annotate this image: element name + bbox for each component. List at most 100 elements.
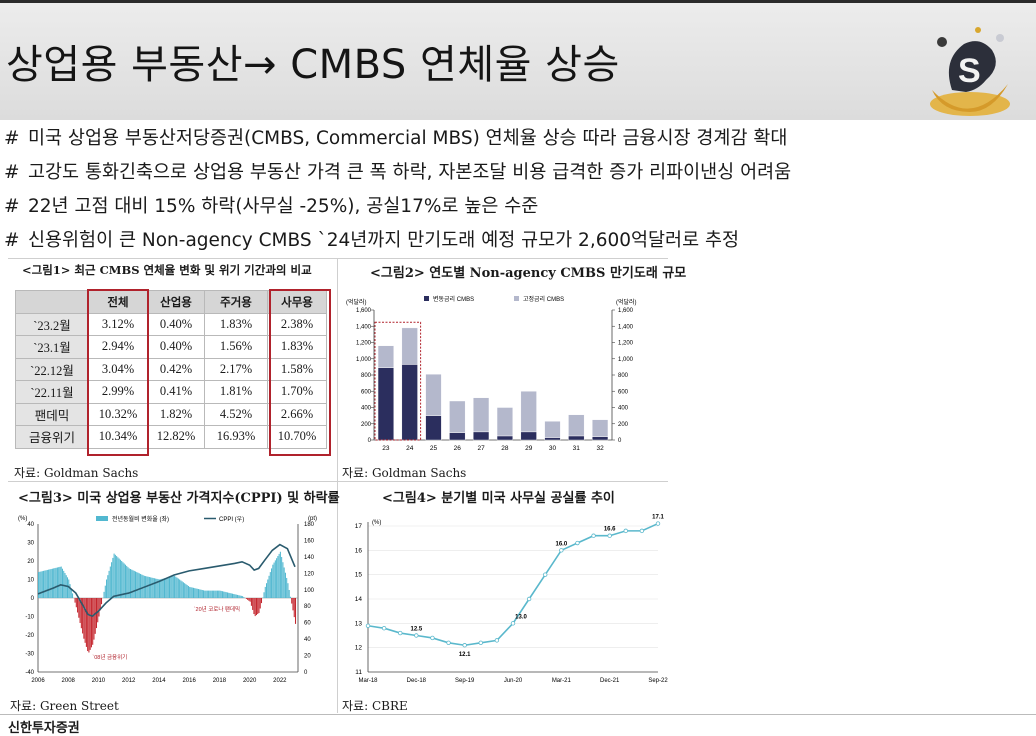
data-label: 16.6	[604, 527, 616, 533]
panel-divider	[337, 258, 338, 713]
x-tick-label: Dec-21	[600, 678, 620, 684]
y-tick-label: 14	[355, 596, 363, 603]
legend-swatch	[514, 296, 519, 301]
data-point	[415, 634, 419, 638]
yoy-bar	[189, 587, 190, 598]
yoy-bar	[149, 577, 150, 598]
x-tick-label: 2018	[213, 678, 227, 684]
x-tick-label: 2014	[152, 678, 166, 684]
yoy-bar	[88, 598, 89, 652]
bar-segment	[568, 415, 584, 436]
yoy-bar	[91, 598, 92, 647]
y-tick-label: 140	[304, 555, 315, 561]
y-tick-label: 16	[355, 547, 363, 554]
data-point	[382, 626, 386, 630]
x-tick-label: 2006	[31, 678, 45, 684]
data-point	[560, 549, 564, 553]
data-label: 12.5	[410, 627, 422, 633]
yoy-bar	[120, 560, 121, 598]
yoy-bar	[161, 579, 162, 598]
y-tick-label: 600	[618, 389, 629, 395]
yoy-bar	[247, 598, 248, 600]
table-cell: 16.93%	[205, 426, 268, 449]
yoy-bar	[87, 598, 88, 651]
yoy-bar	[258, 598, 259, 613]
y-tick-label: 1,200	[356, 341, 372, 347]
yoy-bar	[183, 582, 184, 598]
footer-bar	[0, 714, 1036, 732]
data-point	[431, 636, 435, 640]
yoy-bar	[216, 591, 217, 598]
yoy-bar	[153, 578, 154, 598]
yoy-bar	[150, 577, 151, 598]
fig2-source: 자료: Goldman Sachs	[342, 464, 466, 481]
yoy-bar	[130, 569, 131, 598]
svg-text:S: S	[958, 52, 981, 90]
yoy-bar	[279, 554, 280, 598]
yoy-bar	[281, 557, 282, 598]
yoy-bar	[134, 571, 135, 598]
bullet-text: 미국 상업용 부동산저당증권(CMBS, Commercial MBS) 연체율…	[28, 128, 787, 149]
yoy-bar	[93, 598, 94, 640]
yoy-bar	[98, 598, 99, 617]
x-tick-label: Sep-19	[455, 678, 475, 684]
yoy-bar	[59, 567, 60, 598]
yoy-bar	[110, 567, 111, 598]
data-point	[511, 622, 515, 626]
yoy-bar	[248, 598, 249, 601]
yoy-bar	[53, 568, 54, 598]
y-tick-label: 600	[361, 389, 372, 395]
yoy-bar	[92, 598, 93, 645]
row-label: `22.12월	[16, 358, 89, 381]
y-tick-label: 80	[304, 604, 311, 610]
bar-segment	[473, 432, 489, 440]
y-tick-label: 800	[618, 373, 629, 379]
table-cell: 0.40%	[148, 336, 205, 359]
y-tick-label: 30	[27, 541, 34, 547]
bullet-marker: #	[4, 158, 28, 188]
yoy-bar	[182, 581, 183, 598]
yoy-bar	[101, 598, 102, 604]
bar-segment	[402, 364, 418, 440]
yoy-bar	[188, 586, 189, 598]
data-point	[527, 597, 531, 601]
bar-segment	[426, 374, 442, 415]
data-point	[624, 529, 628, 533]
x-tick-label: Dec-18	[407, 678, 427, 684]
yoy-bar	[146, 576, 147, 598]
yoy-bar	[67, 577, 68, 598]
yoy-bar	[270, 572, 271, 598]
table-header-cell: 산업용	[148, 291, 205, 314]
data-point	[656, 522, 660, 526]
data-point	[592, 534, 596, 538]
table-cell: 1.70%	[268, 381, 327, 404]
yoy-bar	[151, 578, 152, 598]
yoy-bar	[266, 583, 267, 598]
table-cell: 3.12%	[89, 313, 148, 336]
yoy-bar	[75, 598, 76, 603]
yoy-bar	[148, 577, 149, 598]
bullet-item: #미국 상업용 부동산저당증권(CMBS, Commercial MBS) 연체…	[4, 124, 1024, 158]
yoy-bar	[198, 589, 199, 598]
yoy-bar	[219, 591, 220, 598]
data-point	[608, 534, 612, 538]
y-tick-label: 17	[355, 523, 363, 530]
yoy-bar	[233, 594, 234, 598]
x-tick-label: 23	[382, 445, 390, 452]
yoy-bar	[63, 571, 64, 598]
yoy-bar	[54, 568, 55, 598]
yoy-bar	[78, 598, 79, 618]
bar-segment	[378, 368, 394, 440]
yoy-bar	[213, 591, 214, 598]
x-tick-label: 2016	[182, 678, 196, 684]
yoy-bar	[97, 598, 98, 622]
yoy-bar	[290, 597, 291, 598]
x-tick-label: 29	[525, 445, 533, 452]
x-tick-label: 28	[501, 445, 509, 452]
yoy-bar	[236, 595, 237, 598]
legend-swatch	[424, 296, 429, 301]
y-unit-label: (억달러)	[616, 298, 637, 306]
